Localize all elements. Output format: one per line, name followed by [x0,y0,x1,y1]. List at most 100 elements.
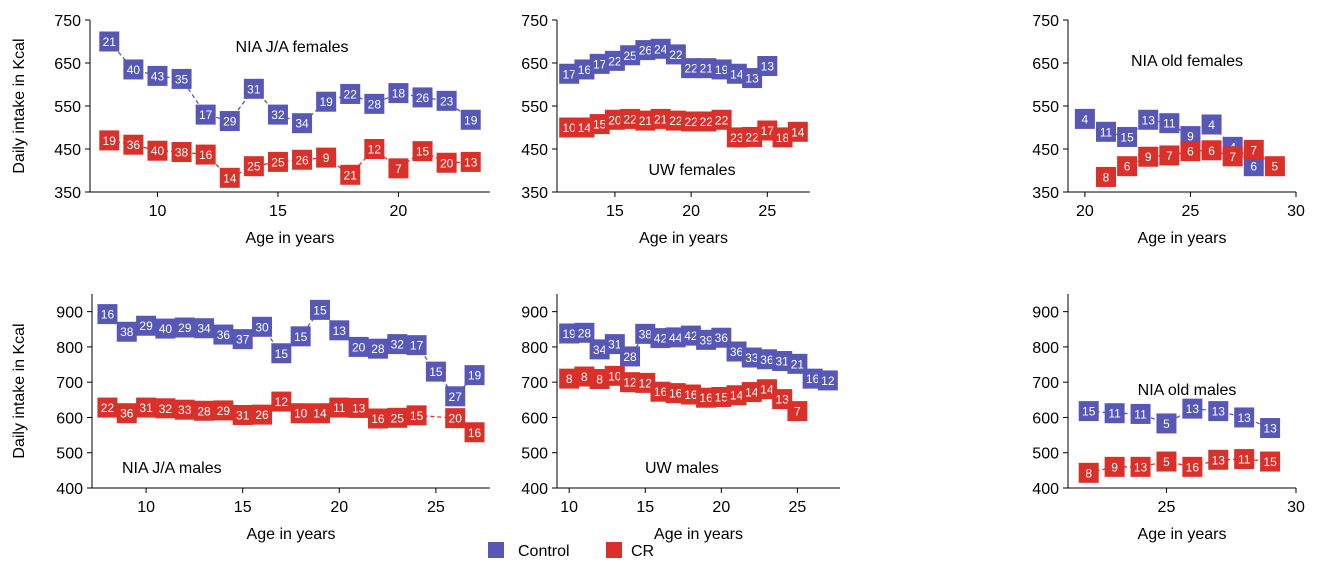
data-label-control: 13 [333,324,347,338]
data-label-cr: 38 [175,146,189,160]
data-label-cr: 22 [101,401,115,415]
data-label-control: 40 [127,63,141,77]
data-point-cr [681,111,702,132]
data-label-control: 33 [745,351,759,365]
data-label-control: 13 [761,60,775,74]
data-label-cr: 31 [236,408,250,422]
data-point-control [1074,108,1095,129]
data-label-control: 11 [1100,125,1113,139]
data-point-cr [680,384,701,405]
data-label-cr: 9 [323,151,330,165]
legend: Control CR [488,542,654,560]
chart-title: NIA old females [1131,53,1243,70]
data-point-cr [436,152,457,173]
data-label-cr: 12 [275,395,289,409]
x-axis-label: Age in years [1138,230,1227,247]
data-label-cr: 8 [1085,466,1092,480]
data-point-cr [620,108,641,129]
data-point-control [425,361,446,382]
data-point-cr [1201,140,1222,161]
data-point-control [574,322,595,343]
data-point-cr [348,397,369,418]
data-point-control [1096,121,1116,142]
y-tick-label: 750 [521,13,548,30]
data-label-control: 23 [440,94,454,108]
data-label-cr: 22 [715,113,729,127]
data-point-cr [388,158,409,179]
data-label-cr: 20 [449,412,463,426]
data-point-control [1182,398,1203,419]
data-label-control: 15 [429,365,443,379]
y-tick-label: 650 [521,56,548,73]
x-tick-label: 10 [149,203,167,220]
data-point-cr [741,382,762,403]
data-point-cr [292,149,313,170]
data-label-cr: 16 [199,148,213,162]
data-point-control [620,45,641,66]
x-tick-label: 20 [712,499,730,516]
data-point-control [290,326,311,347]
data-label-control: 26 [639,44,653,58]
chart-title: NIA old males [1138,382,1237,399]
panel-nia-old-males: 400 500 600 700 800 900 25 30 Age in years NIA ol… [1032,294,1305,543]
data-point-control [123,59,144,80]
data-label-control: 39 [699,333,713,347]
data-label-cr: 14 [760,383,774,397]
data-label-cr: 12 [639,376,653,390]
data-point-control [329,320,350,341]
x-tick-label: 15 [636,499,654,516]
data-point-cr [1078,462,1099,483]
y-tick-label: 650 [1032,56,1059,73]
data-label-control: 13 [1238,411,1252,425]
y-tick-label: 350 [521,185,548,202]
data-point-control [742,68,763,89]
data-label-cr: 26 [255,408,269,422]
data-point-control [1130,403,1151,424]
x-axis-label: Age in years [639,230,728,247]
data-point-control [387,334,408,355]
data-label-control: 11 [1163,117,1176,131]
data-label-control: 15 [313,303,327,317]
data-point-cr [316,147,337,168]
legend-cr-swatch [606,542,622,558]
data-point-cr [1234,449,1255,470]
data-point-control [635,40,656,61]
y-tick-label: 550 [521,99,548,116]
y-tick-label: 700 [1032,375,1059,392]
data-point-cr [742,126,763,147]
data-label-cr: 6 [1187,145,1194,159]
data-point-control [99,31,120,52]
x-tick-label: 10 [560,499,578,516]
data-point-cr [726,127,747,148]
data-point-cr [772,389,793,410]
data-label-control: 5 [1163,417,1170,431]
data-point-cr [1117,156,1138,177]
data-point-cr [136,397,157,418]
data-label-cr: 20 [608,113,622,127]
data-label-control: 30 [255,320,269,334]
x-tick-label: 30 [1287,203,1305,220]
data-point-cr [589,369,610,390]
data-point-cr [232,404,253,425]
legend-cr-label: CR [631,543,654,560]
data-point-control [1078,401,1099,422]
data-point-cr [116,403,137,424]
data-label-cr: 33 [178,403,192,417]
data-point-cr [387,407,408,428]
data-label-control: 4 [1082,112,1089,126]
data-label-control: 20 [352,340,366,354]
data-point-cr [726,385,747,406]
y-tick-label: 400 [56,481,83,498]
data-label-cr: 10 [608,369,622,383]
data-label-control: 11 [1134,407,1147,421]
x-axis-label: Age in years [246,230,335,247]
data-point-cr [1096,166,1116,187]
data-point-cr [412,141,433,162]
data-label-control: 34 [295,117,309,131]
data-label-cr: 5 [1163,455,1170,469]
data-point-cr [340,164,361,185]
y-axis-label: Daily intake in Kcal [11,38,28,173]
data-label-cr: 25 [271,155,285,169]
data-point-control [309,299,330,320]
data-point-control [1180,126,1201,147]
